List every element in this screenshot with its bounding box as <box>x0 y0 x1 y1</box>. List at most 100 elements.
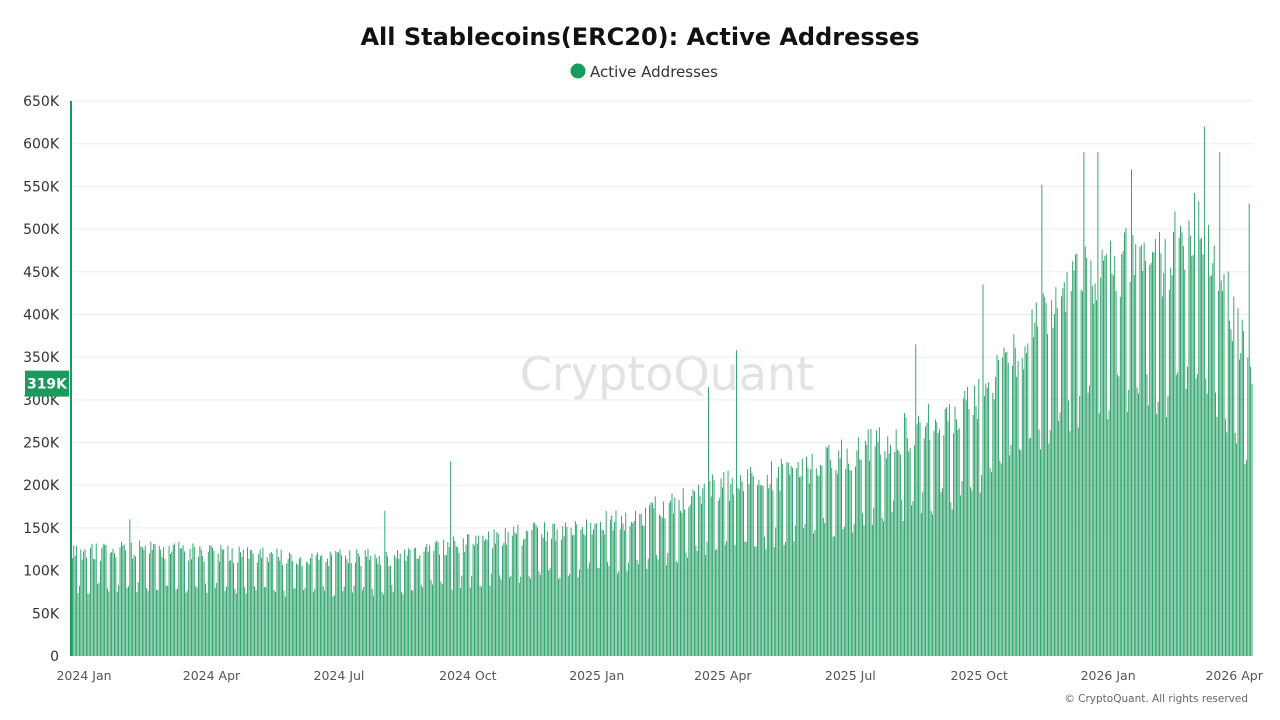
bar[interactable] <box>476 543 478 656</box>
bar[interactable] <box>834 536 835 656</box>
bar[interactable] <box>902 521 904 656</box>
bar[interactable] <box>490 573 492 656</box>
bar[interactable] <box>1048 443 1050 656</box>
bar[interactable] <box>983 396 985 656</box>
bar[interactable] <box>611 515 613 656</box>
bar[interactable] <box>1028 438 1030 656</box>
bar[interactable] <box>737 487 739 656</box>
bar[interactable] <box>789 474 791 656</box>
bar[interactable] <box>1135 244 1137 656</box>
bar[interactable] <box>1159 231 1160 656</box>
bar[interactable] <box>783 544 785 656</box>
bar[interactable] <box>867 429 869 656</box>
bar[interactable] <box>765 549 767 656</box>
bar[interactable] <box>934 419 936 656</box>
bar[interactable] <box>654 496 656 656</box>
bar[interactable] <box>894 452 896 656</box>
bar[interactable] <box>864 440 866 656</box>
bar[interactable] <box>678 500 680 656</box>
bar[interactable] <box>450 461 452 656</box>
bar[interactable] <box>975 405 977 656</box>
bar[interactable] <box>674 497 676 656</box>
bar[interactable] <box>856 450 858 657</box>
bar[interactable] <box>165 585 167 656</box>
bar[interactable] <box>785 541 786 656</box>
bar[interactable] <box>905 417 907 656</box>
bar[interactable] <box>345 555 347 656</box>
bar[interactable] <box>245 593 247 656</box>
bar[interactable] <box>537 527 538 656</box>
bar[interactable] <box>646 568 648 656</box>
bar[interactable] <box>1191 256 1193 656</box>
bar[interactable] <box>1199 238 1201 656</box>
bar[interactable] <box>146 588 148 656</box>
bar[interactable] <box>744 541 746 656</box>
bar[interactable] <box>778 467 779 656</box>
bar[interactable] <box>745 542 747 656</box>
bar[interactable] <box>1115 291 1117 656</box>
bar[interactable] <box>722 487 723 656</box>
bar[interactable] <box>895 429 897 656</box>
bar[interactable] <box>125 550 127 656</box>
bar[interactable] <box>370 555 372 656</box>
bar[interactable] <box>434 542 436 656</box>
bar[interactable] <box>818 476 820 656</box>
bar[interactable] <box>967 386 969 656</box>
bar[interactable] <box>955 419 957 656</box>
bar[interactable] <box>377 563 379 656</box>
bar[interactable] <box>389 565 391 656</box>
bar[interactable] <box>996 355 998 656</box>
bar[interactable] <box>988 382 990 656</box>
bar[interactable] <box>989 468 991 656</box>
bar[interactable] <box>1007 362 1009 656</box>
bar[interactable] <box>743 491 744 656</box>
bar[interactable] <box>451 589 453 656</box>
bar[interactable] <box>1063 282 1065 656</box>
bar[interactable] <box>1181 232 1183 656</box>
bar[interactable] <box>573 534 575 656</box>
bar[interactable] <box>748 484 750 656</box>
bar[interactable] <box>667 552 669 656</box>
bar[interactable] <box>422 587 424 656</box>
bar[interactable] <box>388 566 390 656</box>
bar[interactable] <box>378 555 380 656</box>
bar[interactable] <box>769 484 771 656</box>
bar[interactable] <box>736 350 737 656</box>
bar[interactable] <box>709 480 711 656</box>
bar[interactable] <box>167 585 169 656</box>
bar[interactable] <box>1051 300 1053 656</box>
bar[interactable] <box>1170 267 1172 656</box>
bar[interactable] <box>1040 449 1041 656</box>
bar[interactable] <box>99 561 101 656</box>
bar[interactable] <box>593 529 594 656</box>
bar[interactable] <box>265 587 267 656</box>
bar[interactable] <box>516 533 517 656</box>
bar[interactable] <box>597 567 599 656</box>
bar[interactable] <box>1245 459 1247 656</box>
bar[interactable] <box>1110 240 1111 656</box>
bar[interactable] <box>324 590 326 656</box>
bar[interactable] <box>587 568 589 656</box>
bar[interactable] <box>1222 290 1224 656</box>
bar[interactable] <box>916 424 918 656</box>
bar[interactable] <box>892 500 894 656</box>
bar[interactable] <box>675 561 677 656</box>
bar[interactable] <box>1101 249 1103 657</box>
bar[interactable] <box>997 360 999 656</box>
bar[interactable] <box>551 538 552 656</box>
bar[interactable] <box>1174 211 1176 657</box>
bar[interactable] <box>574 521 576 656</box>
bar[interactable] <box>76 546 78 656</box>
bar[interactable] <box>1205 378 1207 656</box>
bar[interactable] <box>764 536 765 656</box>
bar[interactable] <box>92 558 94 656</box>
bar[interactable] <box>405 560 407 656</box>
bar[interactable] <box>1150 262 1152 656</box>
bar[interactable] <box>161 557 163 656</box>
bar[interactable] <box>153 543 155 656</box>
bar[interactable] <box>567 576 569 656</box>
bar[interactable] <box>91 543 93 656</box>
bar[interactable] <box>1180 225 1181 656</box>
bar[interactable] <box>968 409 970 656</box>
bar[interactable] <box>978 379 980 656</box>
